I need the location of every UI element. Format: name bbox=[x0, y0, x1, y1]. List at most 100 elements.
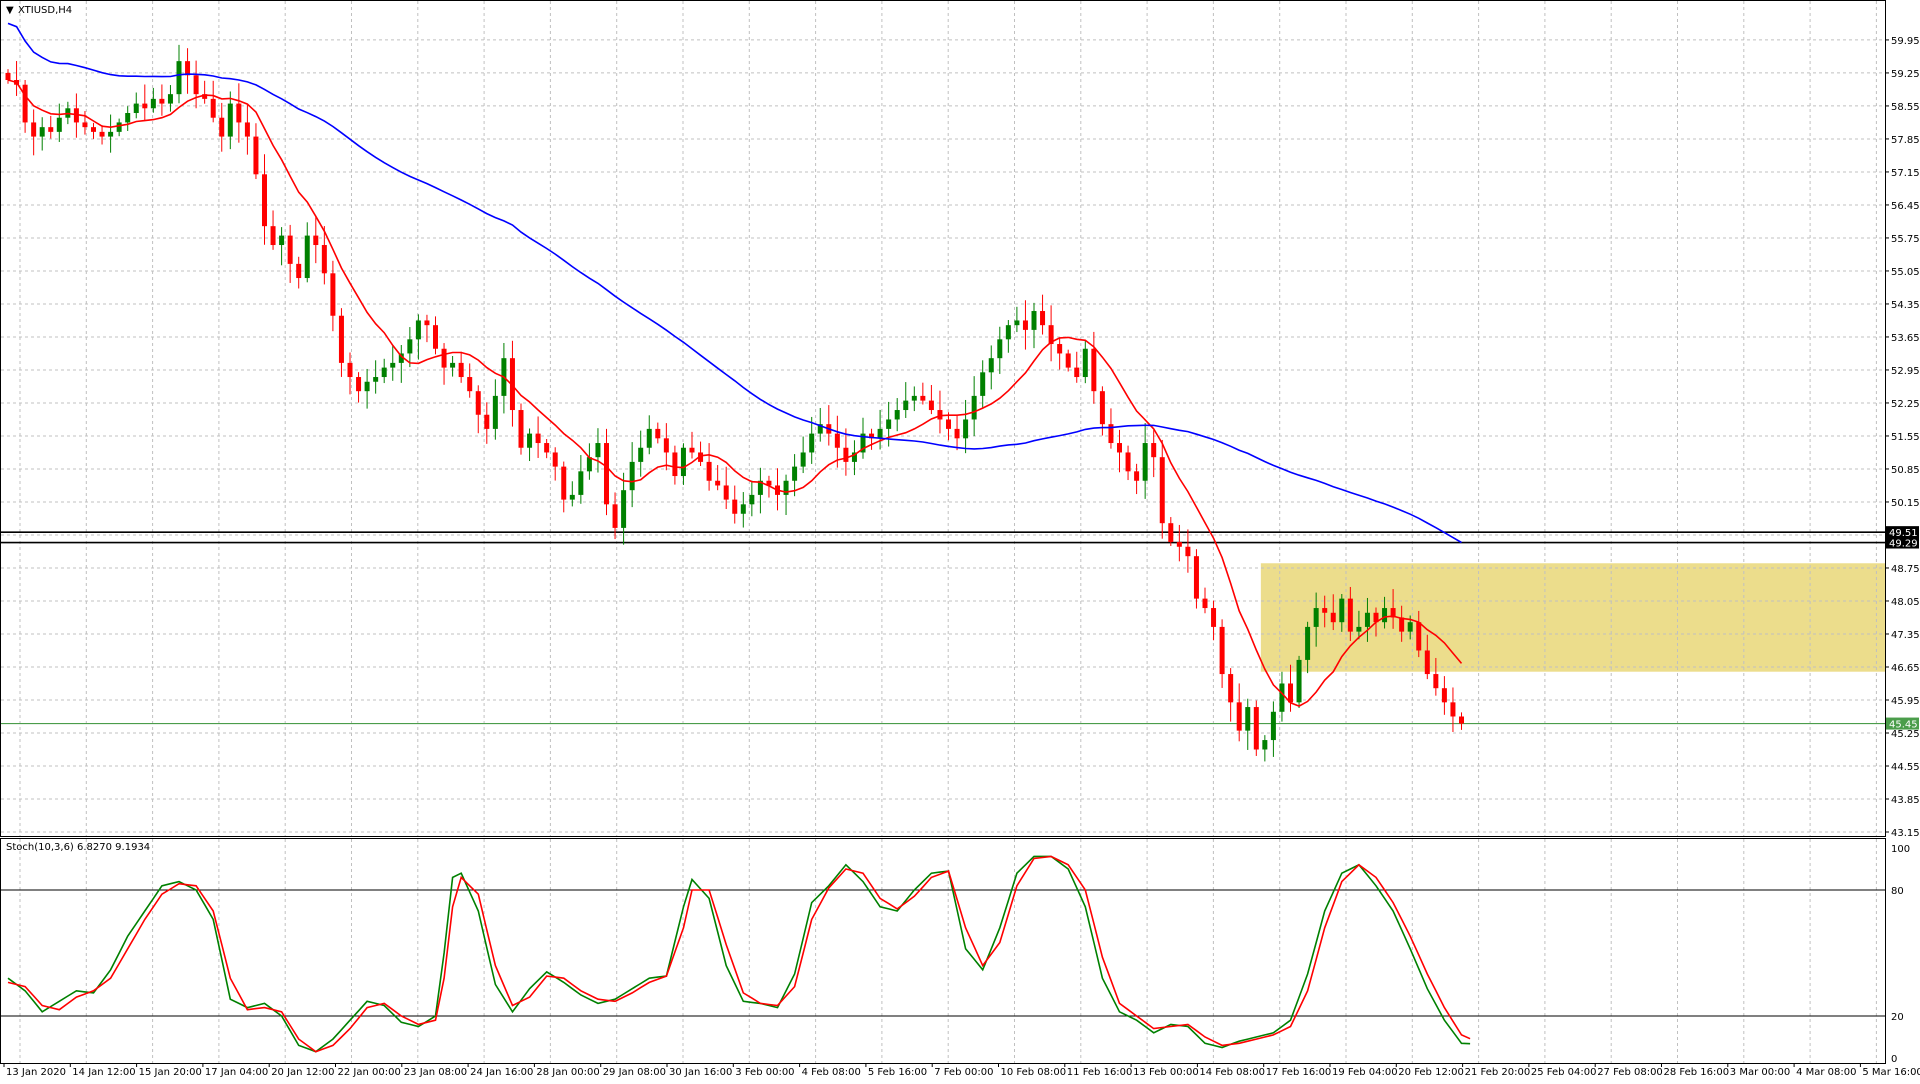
candle[interactable] bbox=[518, 403, 524, 455]
candle[interactable] bbox=[1399, 605, 1405, 642]
candle[interactable] bbox=[381, 358, 387, 384]
candle[interactable] bbox=[757, 467, 763, 514]
candle[interactable] bbox=[1219, 619, 1225, 688]
candle[interactable] bbox=[1288, 664, 1293, 712]
candle[interactable] bbox=[1193, 549, 1199, 609]
candle[interactable] bbox=[903, 382, 909, 418]
candle[interactable] bbox=[1236, 683, 1242, 742]
candle[interactable] bbox=[1330, 594, 1336, 631]
candle[interactable] bbox=[963, 399, 969, 454]
triangle-down-icon[interactable]: ▼ bbox=[6, 5, 14, 16]
candle[interactable] bbox=[980, 360, 986, 408]
candle[interactable] bbox=[1082, 339, 1088, 384]
candle[interactable] bbox=[638, 430, 644, 477]
candle[interactable] bbox=[1005, 320, 1011, 353]
candle[interactable] bbox=[1117, 429, 1122, 473]
candle[interactable] bbox=[108, 114, 114, 153]
candle[interactable] bbox=[364, 368, 370, 409]
candle[interactable] bbox=[91, 122, 96, 139]
candle[interactable] bbox=[99, 125, 105, 145]
candle[interactable] bbox=[390, 345, 396, 381]
candle[interactable] bbox=[116, 118, 122, 137]
candle[interactable] bbox=[433, 316, 438, 355]
candle[interactable] bbox=[22, 80, 28, 133]
candle[interactable] bbox=[1305, 621, 1311, 674]
candle[interactable] bbox=[535, 416, 541, 458]
candle[interactable] bbox=[1185, 529, 1191, 573]
candle[interactable] bbox=[689, 431, 695, 459]
candle[interactable] bbox=[1450, 687, 1456, 733]
chart-title[interactable]: ▼ XTIUSD,H4 bbox=[6, 5, 72, 16]
candle[interactable] bbox=[31, 109, 37, 156]
candle[interactable] bbox=[817, 408, 823, 442]
candle[interactable] bbox=[1459, 712, 1464, 730]
candle[interactable] bbox=[1074, 351, 1080, 383]
candle[interactable] bbox=[629, 442, 635, 508]
candle[interactable] bbox=[604, 428, 609, 516]
candle[interactable] bbox=[843, 428, 849, 476]
candle[interactable] bbox=[1339, 594, 1345, 632]
candle[interactable] bbox=[1134, 463, 1140, 495]
candle[interactable] bbox=[792, 454, 798, 497]
candle[interactable] bbox=[150, 87, 156, 113]
candle[interactable] bbox=[373, 360, 379, 394]
candle[interactable] bbox=[1031, 302, 1037, 349]
candle[interactable] bbox=[1022, 300, 1028, 350]
candle[interactable] bbox=[911, 386, 917, 412]
candle[interactable] bbox=[398, 345, 404, 383]
candle[interactable] bbox=[1270, 701, 1276, 757]
candle[interactable] bbox=[56, 103, 62, 142]
candle[interactable] bbox=[356, 372, 362, 403]
candle[interactable] bbox=[5, 69, 11, 84]
candle[interactable] bbox=[313, 215, 319, 264]
candle[interactable] bbox=[1245, 698, 1251, 750]
candle[interactable] bbox=[586, 443, 592, 480]
candle[interactable] bbox=[1040, 294, 1046, 335]
candle[interactable] bbox=[698, 441, 704, 467]
candle[interactable] bbox=[167, 85, 173, 112]
candle[interactable] bbox=[330, 260, 336, 332]
candle[interactable] bbox=[210, 80, 216, 123]
candle[interactable] bbox=[783, 474, 789, 516]
candle[interactable] bbox=[1296, 655, 1302, 709]
candle[interactable] bbox=[458, 351, 464, 383]
candle[interactable] bbox=[1313, 592, 1319, 647]
candle[interactable] bbox=[655, 422, 661, 444]
candle[interactable] bbox=[1142, 423, 1148, 499]
candle[interactable] bbox=[279, 227, 285, 266]
candle[interactable] bbox=[338, 308, 344, 377]
candle[interactable] bbox=[14, 61, 20, 96]
candle[interactable] bbox=[253, 123, 259, 180]
candle[interactable] bbox=[732, 485, 738, 524]
candle[interactable] bbox=[159, 84, 165, 116]
candle[interactable] bbox=[1228, 668, 1234, 722]
candle[interactable] bbox=[561, 461, 567, 513]
candle[interactable] bbox=[715, 465, 721, 491]
candle[interactable] bbox=[1065, 349, 1071, 372]
candle[interactable] bbox=[1262, 735, 1268, 762]
candle[interactable] bbox=[971, 376, 977, 437]
candle[interactable] bbox=[424, 314, 430, 343]
candle[interactable] bbox=[193, 60, 199, 109]
candle[interactable] bbox=[133, 92, 139, 119]
candle[interactable] bbox=[1356, 610, 1362, 640]
candle[interactable] bbox=[1108, 408, 1114, 449]
candle[interactable] bbox=[39, 117, 45, 151]
candle[interactable] bbox=[492, 379, 498, 440]
candle[interactable] bbox=[287, 224, 293, 283]
candle[interactable] bbox=[954, 414, 960, 451]
candle[interactable] bbox=[544, 438, 550, 459]
candle[interactable] bbox=[663, 423, 669, 471]
candle[interactable] bbox=[227, 91, 233, 150]
candle[interactable] bbox=[1176, 524, 1182, 562]
candle[interactable] bbox=[1416, 610, 1422, 658]
candle[interactable] bbox=[125, 106, 131, 131]
candle[interactable] bbox=[475, 385, 481, 434]
candle[interactable] bbox=[82, 111, 88, 135]
candle[interactable] bbox=[467, 363, 473, 398]
candle[interactable] bbox=[321, 226, 327, 285]
candle[interactable] bbox=[552, 447, 558, 481]
candle[interactable] bbox=[1424, 634, 1430, 680]
candle[interactable] bbox=[347, 352, 353, 395]
